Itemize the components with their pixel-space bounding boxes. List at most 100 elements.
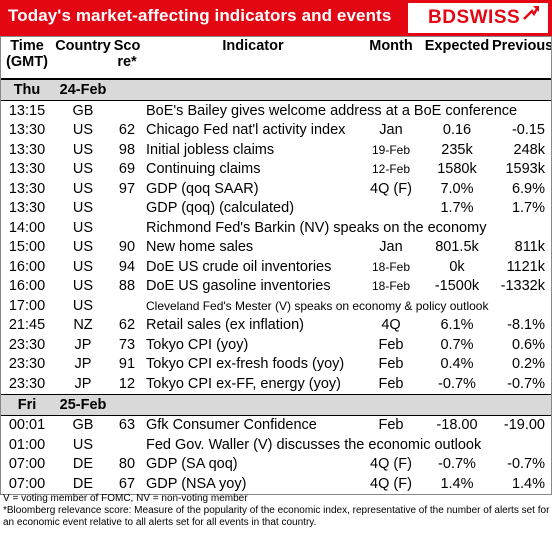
- table-row: 21:45 NZ 62 Retail sales (ex inflation) 4Q 6.…: [0, 316, 551, 336]
- cell-indicator: DoE US crude oil inventories: [146, 258, 332, 275]
- col-country: Country: [54, 38, 112, 80]
- cell-time: 23:30: [8, 375, 46, 392]
- cell-month: 4Q (F): [370, 456, 412, 473]
- cell-previous: -1332k: [500, 278, 545, 295]
- cell-score: 94: [118, 258, 136, 275]
- day-of-week: Fri: [0, 393, 54, 416]
- cell-indicator: Chicago Fed nat'l activity index: [146, 122, 346, 139]
- day-date: 25-Feb: [54, 393, 112, 416]
- cell-indicator: Initial jobless claims: [146, 141, 275, 158]
- logo-arrow-icon: [523, 6, 540, 20]
- cell-time: 17:00: [8, 297, 46, 314]
- cell-indicator: Tokyo CPI (yoy): [146, 336, 249, 353]
- cell-country: US: [72, 278, 94, 295]
- table-row: 14:00 US Richmond Fed's Barkin (NV) speaks…: [0, 218, 551, 238]
- cell-time: 07:00: [8, 456, 46, 473]
- cell-month: Jan: [379, 122, 403, 139]
- cell-score: 62: [118, 317, 136, 334]
- cell-time: 21:45: [8, 317, 46, 334]
- cell-country: US: [72, 258, 94, 275]
- cell-month: 12-Feb: [371, 162, 411, 177]
- brand-logo: BDSWISS: [408, 3, 548, 33]
- table-row: 23:30 JP 91 Tokyo CPI ex-fresh foods (yoy) F…: [0, 355, 551, 375]
- cell-previous: -0.7%: [507, 456, 545, 473]
- cell-country: JP: [74, 336, 92, 353]
- col-indicator: Indicator: [142, 38, 360, 80]
- cell-time: 13:30: [8, 122, 46, 139]
- table-row: 13:30 US 62 Chicago Fed nat'l activity inde…: [0, 121, 551, 141]
- cell-indicator: GDP (SA qoq): [146, 456, 238, 473]
- cell-month: Jan: [379, 239, 403, 256]
- cell-month: Feb: [378, 336, 404, 353]
- cell-month: 18-Feb: [371, 279, 411, 294]
- day-of-week: Thu: [0, 78, 54, 101]
- table-row: 15:00 US 90 New home sales Jan 801.5k 811k: [0, 238, 551, 258]
- cell-time: 13:30: [8, 180, 46, 197]
- cell-previous: -19.00: [503, 417, 545, 434]
- table-row: 16:00 US 88 DoE US gasoline inventories 18-F…: [0, 277, 551, 297]
- cell-indicator: Retail sales (ex inflation): [146, 317, 304, 334]
- cell-time: 16:00: [8, 258, 46, 275]
- cell-expected: 801.5k: [435, 239, 479, 256]
- cell-score: [112, 296, 142, 316]
- cell-time: 14:00: [8, 219, 46, 236]
- col-score: Sco re*: [112, 38, 142, 80]
- cell-score: 90: [118, 239, 136, 256]
- cell-expected: 7.0%: [440, 180, 474, 197]
- cell-indicator: GDP (NSA yoy): [146, 475, 247, 492]
- table-row: 23:30 JP 73 Tokyo CPI (yoy) Feb 0.7% 0.6%: [0, 335, 551, 355]
- day-row: Thu 24-Feb: [0, 78, 551, 101]
- cell-indicator: New home sales: [146, 239, 254, 256]
- cell-time: 13:30: [8, 200, 46, 217]
- cell-time: 07:00: [8, 475, 46, 492]
- table-row: 16:00 US 94 DoE US crude oil inventories 18-…: [0, 257, 551, 277]
- cell-time: 23:30: [8, 336, 46, 353]
- cell-month: Feb: [378, 417, 404, 434]
- cell-country: NZ: [73, 317, 93, 334]
- cell-score: 12: [118, 375, 136, 392]
- cell-previous: 1.7%: [511, 200, 545, 217]
- cell-indicator: Gfk Consumer Confidence: [146, 417, 317, 434]
- cell-previous: 811k: [514, 239, 545, 256]
- cell-month: 4Q: [381, 317, 401, 334]
- table-row: 13:30 US 97 GDP (qoq SAAR) 4Q (F) 7.0% 6.9%: [0, 179, 551, 199]
- cell-indicator: Continuing claims: [146, 161, 261, 178]
- table-row: 13:30 US GDP (qoq) (calculated) 1.7% 1.7%: [0, 199, 551, 219]
- cell-indicator: Tokyo CPI ex-fresh foods (yoy): [146, 356, 345, 373]
- table-row: 00:01 GB 63 Gfk Consumer Confidence Feb -18.0…: [0, 415, 551, 435]
- cell-country: DE: [72, 475, 94, 492]
- table-header-row: Time (GMT) Country Sco re* Indicator Month…: [0, 38, 552, 80]
- cell-month: 4Q (F): [370, 475, 412, 492]
- page-title: Today's market-affecting indicators and …: [8, 6, 392, 25]
- cell-time: 23:30: [8, 356, 46, 373]
- cell-score: 63: [118, 417, 136, 434]
- cell-score: 67: [118, 475, 136, 492]
- cell-expected: 1.7%: [440, 200, 474, 217]
- cell-country: DE: [72, 456, 94, 473]
- cell-event: Cleveland Fed's Mester (V) speaks on eco…: [146, 298, 489, 313]
- cell-score: [112, 435, 142, 455]
- cell-time: 01:00: [8, 436, 46, 453]
- cell-country: US: [72, 239, 94, 256]
- col-month: Month: [360, 38, 422, 80]
- cell-previous: -8.1%: [507, 317, 545, 334]
- cell-expected: 1.4%: [440, 475, 474, 492]
- day-row: Fri 25-Feb: [0, 393, 551, 416]
- cell-expected: 0.16: [442, 122, 472, 139]
- cell-indicator: Tokyo CPI ex-FF, energy (yoy): [146, 375, 341, 392]
- cell-score: 91: [118, 356, 136, 373]
- cell-expected: 1580k: [437, 161, 477, 178]
- cell-previous: -0.7%: [507, 375, 545, 392]
- cell-month: Feb: [378, 356, 404, 373]
- cell-previous: 0.2%: [511, 356, 545, 373]
- cell-previous: 1.4%: [511, 475, 545, 492]
- cell-indicator: GDP (qoq) (calculated): [146, 200, 295, 217]
- cell-event: BoE's Bailey gives welcome address at a …: [146, 102, 518, 119]
- cell-country: JP: [74, 356, 92, 373]
- cell-score: 69: [118, 161, 136, 178]
- cell-month: 18-Feb: [371, 259, 411, 274]
- cell-previous: 248k: [513, 141, 545, 158]
- cell-score: [112, 101, 142, 121]
- col-previous: Previous: [492, 38, 552, 80]
